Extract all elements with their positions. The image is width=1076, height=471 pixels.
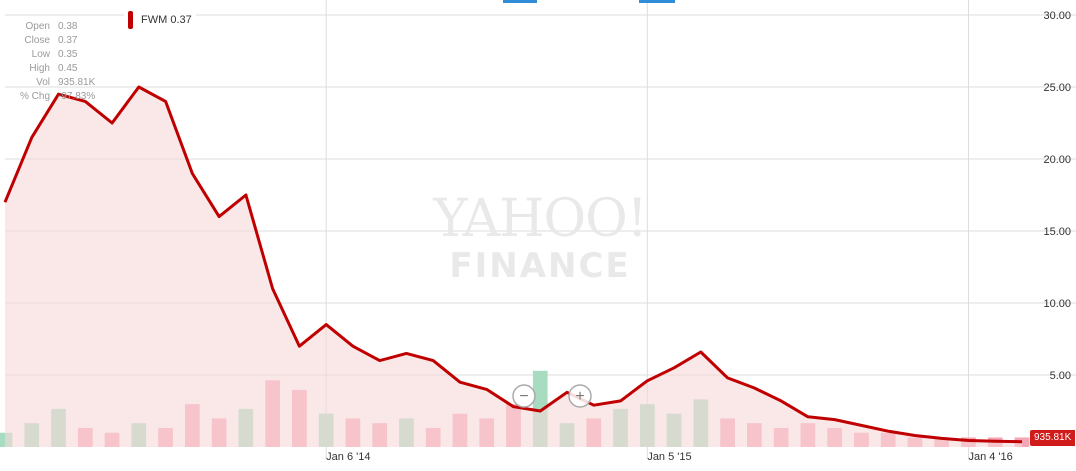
ohlc-value: 0.45 bbox=[58, 63, 78, 74]
legend-swatch bbox=[128, 11, 133, 29]
x-tick-label: Jan 5 '15 bbox=[647, 451, 691, 463]
ohlc-row-high: High 0.45 bbox=[0, 62, 118, 76]
watermark: YAHOO! FINANCE bbox=[390, 190, 690, 284]
zoom-out-button[interactable]: − bbox=[512, 384, 536, 408]
y-tick-label: 10.00 bbox=[1043, 298, 1071, 310]
zoom-in-icon: + bbox=[575, 388, 584, 405]
watermark-line-1: YAHOO! bbox=[433, 189, 647, 249]
ohlc-label: % Chg bbox=[19, 91, 50, 102]
ohlc-label: Close bbox=[24, 35, 50, 46]
range-tab-indicator-2[interactable] bbox=[639, 0, 675, 3]
y-tick-label: 5.00 bbox=[1050, 370, 1071, 382]
y-tick-label: 15.00 bbox=[1043, 226, 1071, 238]
price-area bbox=[5, 87, 1022, 447]
ohlc-row-pct-chg: % Chg -97.83% bbox=[0, 90, 118, 104]
zoom-in-button[interactable]: + bbox=[568, 384, 592, 408]
ohlc-row-vol: Vol 935.81K bbox=[0, 76, 118, 90]
ohlc-value: 0.35 bbox=[58, 49, 78, 60]
ohlc-value: -97.83% bbox=[58, 91, 96, 102]
ohlc-row-open: Open 0.38 bbox=[0, 20, 118, 34]
ohlc-label: Vol bbox=[36, 77, 50, 88]
y-axis-ticks: 30.00 25.00 20.00 15.00 10.00 5.00 bbox=[1043, 10, 1071, 382]
x-tick-label: Jan 4 '16 bbox=[968, 451, 1012, 463]
watermark-line-2: FINANCE bbox=[449, 246, 631, 286]
ohlc-panel: Open 0.38 Close 0.37 Low 0.35 High 0.45 … bbox=[0, 20, 118, 104]
ohlc-value: 935.81K bbox=[58, 77, 96, 88]
x-axis-ticks: Jan 6 '14 Jan 5 '15 Jan 4 '16 bbox=[326, 451, 1013, 463]
ohlc-value: 0.38 bbox=[58, 21, 78, 32]
ohlc-value: 0.37 bbox=[58, 35, 78, 46]
y-tick-label: 20.00 bbox=[1043, 154, 1071, 166]
price-line bbox=[3, 85, 1023, 444]
ohlc-label: Low bbox=[31, 49, 50, 60]
x-tick-label: Jan 6 '14 bbox=[326, 451, 370, 463]
range-tab-indicator-1[interactable] bbox=[503, 0, 537, 3]
current-value-badge: 935.81K bbox=[1030, 430, 1076, 446]
legend-symbol: FWM bbox=[141, 14, 168, 26]
ohlc-label: High bbox=[29, 63, 50, 74]
legend-price: 0.37 bbox=[170, 14, 192, 26]
ohlc-row-close: Close 0.37 bbox=[0, 34, 118, 48]
y-tick-label: 30.00 bbox=[1043, 10, 1071, 22]
y-tick-label: 25.00 bbox=[1043, 82, 1071, 94]
ohlc-row-low: Low 0.35 bbox=[0, 48, 118, 62]
legend[interactable]: FWM 0.37 bbox=[124, 10, 196, 30]
ohlc-label: Open bbox=[25, 21, 50, 32]
zoom-out-icon: − bbox=[519, 388, 528, 405]
